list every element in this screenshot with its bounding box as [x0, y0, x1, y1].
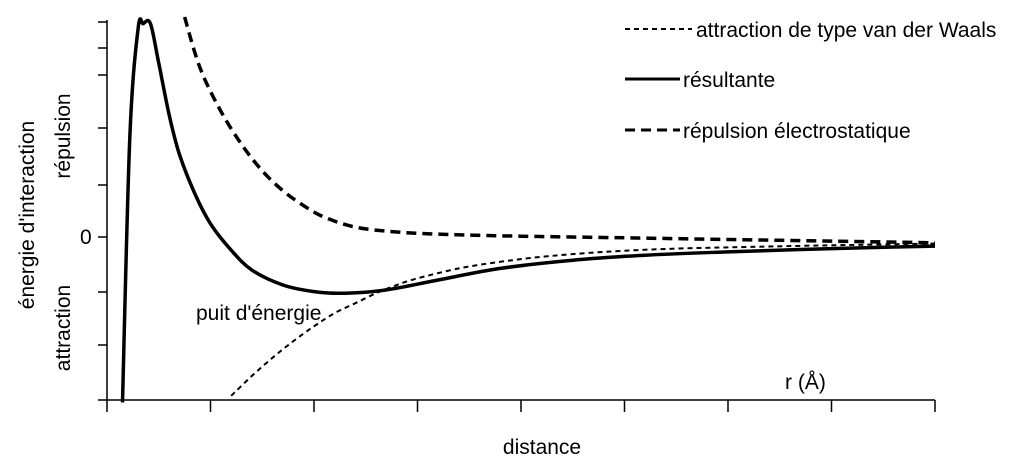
y-axis-label: énergie d'interaction	[16, 121, 39, 309]
y-zero-label: 0	[80, 226, 92, 249]
legend-label-repulsion: répulsion électrostatique	[683, 120, 911, 143]
series-group	[120, 16, 936, 403]
legend-label-vdw: attraction de type van der Waals	[696, 19, 996, 42]
legend: attraction de type van der Waals résulta…	[625, 19, 996, 143]
series-line-2	[182, 16, 936, 245]
axes	[98, 20, 936, 412]
y-region-label-attraction: attraction	[52, 285, 75, 371]
series-line-1	[120, 17, 936, 403]
y-region-label-repulsion: répulsion	[52, 93, 75, 178]
x-axis-label: distance	[503, 436, 581, 459]
legend-label-resultante: résultante	[683, 69, 775, 92]
x-unit-label: r (Å)	[785, 371, 826, 394]
series-line-0	[230, 242, 936, 397]
well-annotation: puit d'énergie	[196, 302, 321, 325]
